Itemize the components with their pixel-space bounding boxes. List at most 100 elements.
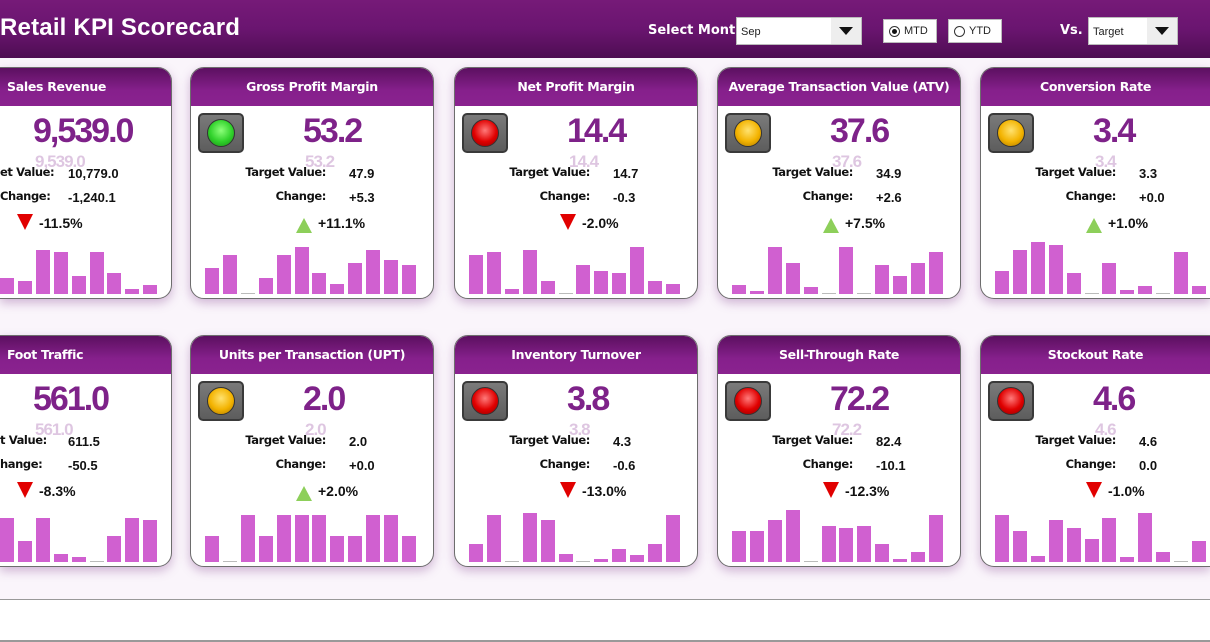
sparkline-bar bbox=[576, 265, 591, 294]
sparkline-bar-chart bbox=[205, 238, 429, 294]
vs-select[interactable]: Target bbox=[1088, 17, 1178, 45]
sparkline-bar bbox=[89, 252, 104, 294]
sparkline-bar bbox=[1138, 512, 1153, 562]
target-value: 4.6 bbox=[1139, 434, 1158, 449]
sparkline-bar bbox=[258, 536, 273, 562]
month-select[interactable]: Sep bbox=[736, 17, 862, 45]
status-light-icon bbox=[725, 381, 771, 421]
sparkline-bar bbox=[401, 265, 416, 294]
kpi-card: Net Profit Margin 14.4 14.4 Target Value: 14… bbox=[454, 67, 698, 299]
change-label: Change: bbox=[539, 457, 591, 471]
sparkline-bar bbox=[821, 293, 836, 294]
vs-dropdown-button[interactable] bbox=[1147, 18, 1177, 44]
status-light-icon bbox=[198, 113, 244, 153]
sparkline-bar bbox=[1102, 517, 1117, 562]
sparkline-bar bbox=[1012, 530, 1027, 562]
sparkline-bar bbox=[1066, 273, 1081, 294]
yellow-light-icon bbox=[997, 119, 1025, 147]
change-percent: -8.3% bbox=[39, 483, 76, 499]
radio-mtd[interactable]: MTD bbox=[883, 19, 937, 43]
arrow-up-icon bbox=[1086, 218, 1102, 233]
sparkline-bar bbox=[1030, 242, 1045, 294]
select-month-label: Select Month bbox=[648, 23, 745, 38]
status-light-icon bbox=[725, 113, 771, 153]
kpi-card: Stockout Rate 4.6 4.6 Target Value: 4.6 Chang… bbox=[980, 335, 1210, 567]
red-light-icon bbox=[471, 119, 499, 147]
change-label: Change: bbox=[275, 457, 327, 471]
sparkline-bar bbox=[276, 515, 291, 562]
change-value: +2.6 bbox=[876, 190, 902, 205]
sparkline-bar bbox=[294, 515, 309, 562]
sparkline-bar bbox=[665, 283, 680, 294]
sparkline-bar bbox=[594, 270, 609, 294]
status-light-icon bbox=[988, 381, 1034, 421]
sparkline-bar bbox=[839, 528, 854, 562]
status-light-icon bbox=[462, 113, 508, 153]
sparkline-bar bbox=[330, 283, 345, 294]
kpi-value: 561.0 bbox=[33, 380, 110, 418]
change-percent: -1.0% bbox=[1108, 483, 1145, 499]
target-label: Target Value: bbox=[1035, 433, 1116, 447]
target-label: Target Value: bbox=[772, 165, 853, 179]
sparkline-bar bbox=[125, 288, 140, 294]
sparkline-bar bbox=[612, 549, 627, 562]
sparkline-bar bbox=[648, 543, 662, 562]
change-value: -50.5 bbox=[68, 458, 98, 473]
vs-select-value: Target bbox=[1093, 26, 1124, 38]
sparkline-bar bbox=[330, 536, 345, 562]
status-light-icon bbox=[462, 381, 508, 421]
sparkline-bar bbox=[240, 293, 255, 294]
sparkline-bar bbox=[469, 543, 483, 562]
change-percent: -12.3% bbox=[845, 483, 890, 499]
sparkline-bar bbox=[53, 554, 68, 562]
sparkline-bar bbox=[71, 556, 86, 562]
target-value: 10,779.0 bbox=[68, 166, 119, 181]
kpi-card-title: Net Profit Margin bbox=[455, 68, 697, 106]
target-label: t Value: bbox=[0, 433, 47, 447]
sparkline-bar bbox=[928, 252, 943, 294]
status-light-icon bbox=[988, 113, 1034, 153]
sparkline-bar bbox=[107, 536, 122, 562]
kpi-card: Units per Transaction (UPT) 2.0 2.0 Target … bbox=[190, 335, 434, 567]
kpi-card: Gross Profit Margin 53.2 53.2 Target Value:… bbox=[190, 67, 434, 299]
kpi-card: Average Transaction Value (ATV) 37.6 37.6 T… bbox=[717, 67, 961, 299]
sparkline-bar bbox=[240, 515, 255, 562]
sparkline-bar bbox=[1120, 289, 1135, 294]
arrow-up-icon bbox=[296, 486, 312, 501]
red-light-icon bbox=[471, 387, 499, 415]
sparkline-bar bbox=[558, 293, 573, 294]
red-light-icon bbox=[997, 387, 1025, 415]
sparkline-bar bbox=[594, 559, 609, 562]
sparkline-bar bbox=[222, 561, 237, 562]
sparkline-bar bbox=[258, 278, 273, 294]
sparkline-bar bbox=[928, 515, 943, 562]
change-value: -0.3 bbox=[613, 190, 636, 205]
change-percent: -11.5% bbox=[39, 215, 83, 231]
radio-ytd[interactable]: YTD bbox=[948, 19, 1002, 43]
sparkline-bar bbox=[1102, 262, 1117, 294]
kpi-card-title: Inventory Turnover bbox=[455, 336, 697, 374]
sparkline-bar-chart bbox=[469, 506, 693, 562]
sparkline-bar bbox=[749, 530, 764, 562]
sparkline-bar bbox=[89, 561, 104, 562]
radio-selected-icon bbox=[889, 25, 900, 37]
change-value: -10.1 bbox=[876, 458, 906, 473]
sparkline-bar bbox=[348, 262, 363, 294]
yellow-light-icon bbox=[207, 387, 235, 415]
sparkline-bar bbox=[995, 515, 1009, 562]
sparkline-bar bbox=[522, 512, 537, 562]
sparkline-bar bbox=[71, 275, 86, 294]
sparkline-bar bbox=[576, 561, 591, 562]
arrow-down-icon bbox=[17, 214, 33, 230]
kpi-value: 53.2 bbox=[303, 112, 363, 150]
status-light-icon bbox=[198, 381, 244, 421]
kpi-card: Sell-Through Rate 72.2 72.2 Target Value: 82… bbox=[717, 335, 961, 567]
target-value: 2.0 bbox=[349, 434, 368, 449]
target-label: Target Value: bbox=[245, 165, 326, 179]
sparkline-bar bbox=[875, 543, 890, 562]
change-label: hange: bbox=[0, 457, 43, 471]
sparkline-bar bbox=[366, 515, 381, 562]
sparkline-bar bbox=[995, 270, 1009, 294]
sparkline-bar bbox=[630, 247, 645, 294]
month-dropdown-button[interactable] bbox=[831, 18, 861, 44]
